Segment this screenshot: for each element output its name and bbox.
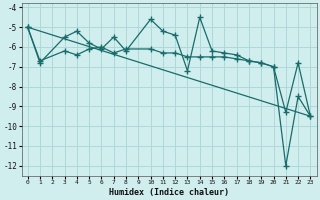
X-axis label: Humidex (Indice chaleur): Humidex (Indice chaleur): [109, 188, 229, 197]
